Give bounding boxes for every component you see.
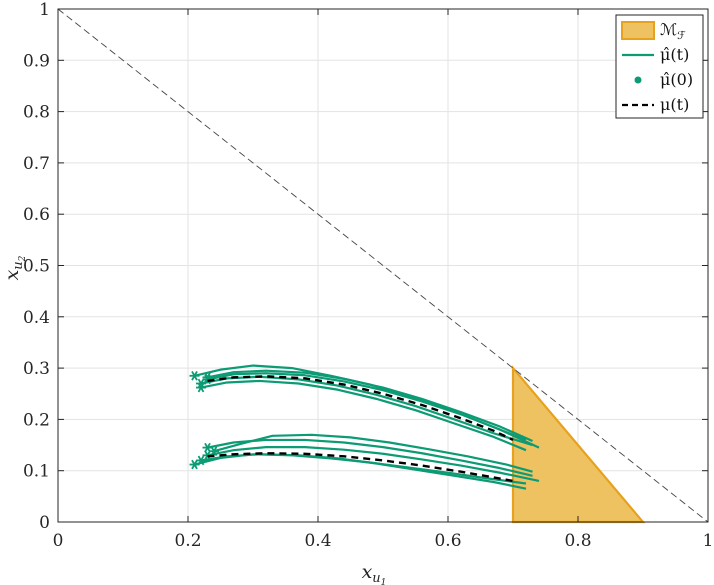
start-marker [209,446,219,456]
tick-labels: 0 0.2 0.4 0.6 0.8 1 0 0.1 0.2 0.3 0.4 0.5 0.6 0.7 0.8 0… [23,0,713,551]
y-tick-label: 0 [39,513,50,533]
legend-label: ℳℱ [660,20,686,42]
x-tick-label: 0.8 [564,531,591,551]
trajectory-line [207,446,540,483]
x-tick-label: 0 [53,531,64,551]
x-tick-label: 0.4 [304,531,331,551]
start-marker-stroke [197,382,205,393]
trajectory-line [200,379,527,452]
start-marker-stroke [204,442,211,453]
x-tick-label: 0.6 [434,531,461,551]
y-tick-label: 0.6 [23,205,50,225]
plot-area [57,8,709,524]
mean-line [207,375,514,442]
boundary-line [57,8,709,523]
y-tick-label: 0.5 [23,257,50,277]
legend: ℳℱ μ̂(t) μ̂(0) μ(t) [615,14,704,119]
trajectory-line [207,372,540,449]
start-marker [196,382,206,393]
trajectory-line [207,369,533,442]
y-tick-label: 0.8 [23,103,50,123]
legend-patch [621,21,655,40]
x-tick-label: 0.2 [174,531,201,551]
mean-line [207,452,514,483]
y-tick-label: 0.2 [23,410,50,430]
trajectory-line [200,453,527,490]
legend-label: μ̂(0) [660,70,693,89]
y-tick-label: 0.3 [23,359,50,379]
y-tick-label: 1 [39,0,50,20]
start-marker-stroke [191,371,198,381]
legend-label: μ̂(t) [660,45,689,64]
legend-dot [634,76,642,84]
start-marker [189,371,200,381]
y-tick-label: 0.9 [23,51,50,71]
start-marker-stroke [204,372,211,383]
start-marker-stroke [197,455,205,466]
y-tick-label: 0.7 [23,154,50,174]
start-marker-stroke [191,459,198,470]
y-tick-label: 0.4 [23,308,50,328]
legend-label: μ(t) [660,95,689,114]
start-marker [196,455,206,466]
y-tick-label: 0.1 [23,462,50,482]
start-marker-stroke [210,446,218,456]
y-axis-label: xu2 [1,255,28,280]
trajectory-line [213,433,533,473]
start-marker [189,459,200,470]
x-axis-label: xu1 [362,561,387,585]
x-tick-label: 1 [703,531,714,551]
trajectory-line [200,375,533,447]
